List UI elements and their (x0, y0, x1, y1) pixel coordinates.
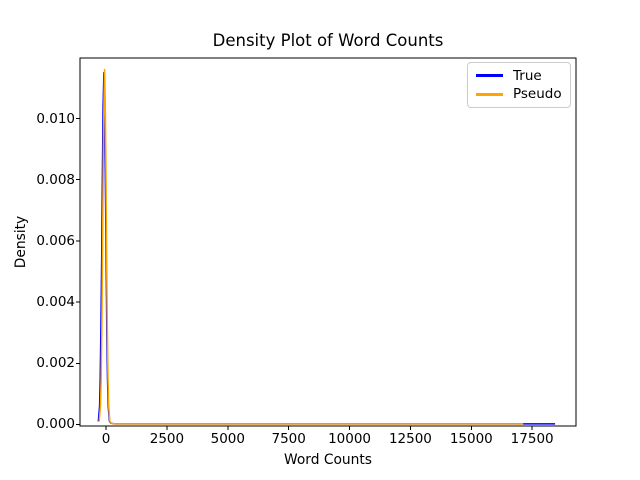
axes-spines (79, 57, 577, 427)
x-tick-label: 2500 (149, 431, 185, 447)
series-line-pseudo (98, 68, 524, 425)
legend-label-pseudo: Pseudo (513, 86, 562, 103)
y-tick-label: 0.010 (36, 110, 75, 127)
chart-title: Density Plot of Word Counts (212, 31, 444, 50)
legend-entry-true: True (476, 68, 562, 84)
x-tick-label: 15000 (449, 431, 493, 447)
y-tick-labels: 0.000 0.002 0.004 0.006 0.008 0.010 (0, 0, 75, 480)
legend-label-true: True (513, 67, 542, 84)
x-tick-label: 17500 (510, 431, 554, 447)
x-tick-label: 0 (101, 431, 111, 447)
x-tick-labels: 0 2500 5000 7500 10000 12500 15000 17500 (0, 431, 640, 451)
x-tick-label: 7500 (271, 431, 306, 447)
x-tick-label: 5000 (210, 431, 245, 447)
pseudo-line-sample (476, 93, 503, 96)
x-tick-label: 10000 (328, 431, 372, 447)
x-axis-label: Word Counts (283, 452, 372, 468)
y-tick-label: 0.006 (36, 232, 75, 249)
y-tick-label: 0.000 (36, 416, 75, 433)
legend-entry-pseudo: Pseudo (476, 86, 562, 102)
y-tick-label: 0.004 (36, 294, 75, 311)
x-tick-label: 12500 (388, 431, 432, 447)
series-line-true (97, 71, 556, 425)
y-tick-label: 0.002 (36, 355, 75, 372)
y-tick-label: 0.008 (36, 171, 75, 188)
legend: True Pseudo (467, 62, 571, 108)
true-line-sample (476, 74, 503, 77)
